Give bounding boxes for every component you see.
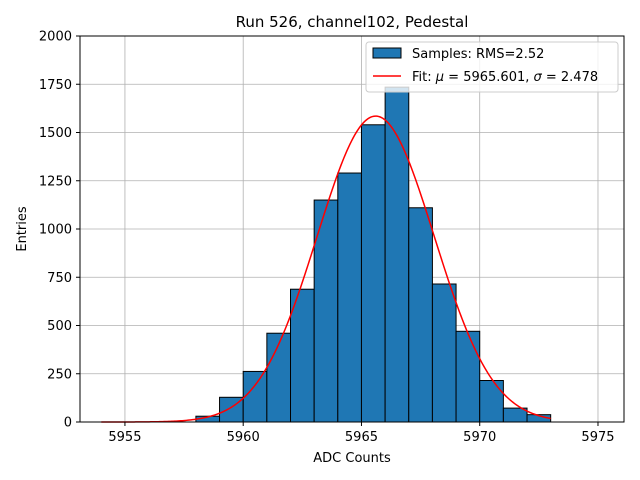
- y-tick-label-7: 1750: [39, 78, 72, 93]
- y-tick-label-5: 1250: [39, 174, 72, 189]
- histogram-bar: [384, 86, 410, 423]
- x-tick-label-2: 5965: [345, 430, 378, 445]
- histogram-bar: [455, 330, 481, 423]
- histogram-bar: [360, 124, 386, 423]
- histogram-bar: [337, 172, 362, 423]
- legend-label-samples: Samples: RMS=2.52: [412, 47, 544, 62]
- y-tick-label-6: 1500: [39, 126, 72, 141]
- y-tick-label-4: 1000: [39, 223, 72, 238]
- legend: Samples: RMS=2.52 Fit: μ = 5965.601, σ =…: [365, 41, 619, 93]
- fit-curve: [101, 115, 551, 423]
- x-axis-ticks: 5955 5960 5965 5970 5975: [108, 422, 615, 445]
- x-tick-label-0: 5955: [108, 430, 141, 445]
- histogram-bars: [195, 86, 552, 423]
- histogram-bar: [290, 288, 315, 423]
- y-axis-label: Entries: [15, 206, 30, 252]
- chart-title: Run 526, channel102, Pedestal: [236, 13, 469, 31]
- histogram-bar: [431, 283, 457, 423]
- y-tick-label-1: 250: [47, 367, 72, 382]
- histogram-bar: [408, 207, 433, 423]
- y-tick-label-0: 0: [64, 416, 72, 431]
- x-tick-label-4: 5975: [581, 430, 614, 445]
- histogram-bar: [242, 370, 268, 423]
- legend-patch-samples: [372, 47, 402, 59]
- x-tick-label-1: 5960: [227, 430, 260, 445]
- y-tick-label-2: 500: [47, 319, 72, 334]
- x-tick-label-3: 5970: [463, 430, 496, 445]
- x-axis-label: ADC Counts: [313, 451, 391, 466]
- y-axis-ticks: 0 250 500 750 1000 1250 1500 1750 2000: [39, 30, 80, 431]
- histogram-bar: [479, 380, 504, 423]
- histogram-bar: [502, 407, 528, 423]
- y-tick-label-3: 750: [47, 271, 72, 286]
- histogram-bar: [266, 332, 292, 423]
- y-tick-label-8: 2000: [39, 30, 72, 45]
- legend-box: [365, 41, 619, 93]
- legend-label-fit: Fit: μ = 5965.601, σ = 2.478: [412, 70, 598, 85]
